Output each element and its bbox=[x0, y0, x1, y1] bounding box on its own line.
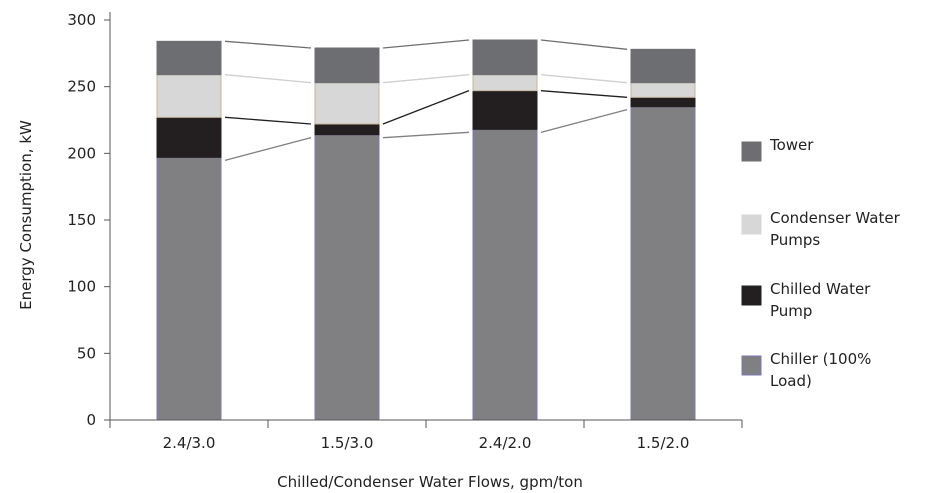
legend: Tower Condenser Water Pumps Chilled Water Pu… bbox=[741, 136, 901, 390]
segment-connector-line bbox=[382, 90, 470, 125]
y-axis-ticks: 0 50 100 150 200 250 300 bbox=[67, 11, 110, 429]
bars-group bbox=[156, 39, 696, 421]
y-tick-label: 250 bbox=[67, 78, 96, 96]
bar-segment-tower bbox=[472, 39, 538, 76]
bar-segment-condenser-water-pumps bbox=[156, 74, 222, 118]
bar-segment-chiller-100-load bbox=[314, 134, 380, 421]
x-tick-label: 2.4/2.0 bbox=[479, 434, 532, 452]
legend-label: Chiller (100% Load) bbox=[770, 350, 871, 390]
bar-segment-chiller-100-load bbox=[472, 128, 538, 421]
segment-connector-line bbox=[382, 39, 470, 49]
segment-connector-line bbox=[224, 74, 312, 84]
segment-connector-line bbox=[382, 131, 470, 139]
x-axis-ticks: 2.4/3.0 1.5/3.0 2.4/2.0 1.5/2.0 bbox=[109, 420, 743, 452]
segment-connector-line bbox=[540, 109, 628, 133]
segment-connector-line bbox=[540, 90, 628, 98]
bar-segment-chilled-water-pump bbox=[156, 116, 222, 158]
bar-segment-chilled-water-pump bbox=[314, 123, 380, 136]
segment-connector-line bbox=[540, 39, 628, 50]
y-tick-label: 50 bbox=[77, 344, 96, 362]
segment-connector-line bbox=[382, 74, 470, 84]
x-tick-label: 1.5/2.0 bbox=[637, 434, 690, 452]
bar-segment-condenser-water-pumps bbox=[314, 82, 380, 125]
legend-swatch bbox=[741, 214, 762, 235]
segment-connector-line bbox=[224, 116, 312, 125]
legend-label: Condenser Water Pumps bbox=[770, 209, 901, 249]
segment-connector-line bbox=[224, 40, 312, 49]
bar-segment-condenser-water-pumps bbox=[630, 82, 696, 98]
x-tick-label: 1.5/3.0 bbox=[321, 434, 374, 452]
bar-segment-chilled-water-pump bbox=[630, 96, 696, 108]
x-tick-label: 2.4/3.0 bbox=[163, 434, 216, 452]
legend-swatch bbox=[741, 355, 762, 376]
y-tick-label: 300 bbox=[67, 11, 96, 29]
bar-segment-tower bbox=[314, 47, 380, 84]
y-tick-label: 0 bbox=[86, 411, 96, 429]
segment-connector-lines bbox=[224, 39, 628, 161]
bar-segment-chiller-100-load bbox=[156, 156, 222, 421]
bar-segment-chilled-water-pump bbox=[472, 90, 538, 130]
segment-connector-line bbox=[224, 137, 312, 161]
bar-segment-tower bbox=[630, 48, 696, 84]
y-tick-label: 200 bbox=[67, 144, 96, 162]
legend-label: Tower bbox=[769, 136, 814, 154]
bar-segment-chiller-100-load bbox=[630, 106, 696, 421]
y-tick-label: 150 bbox=[67, 211, 96, 229]
x-axis-title: Chilled/Condenser Water Flows, gpm/ton bbox=[277, 473, 583, 491]
bar-segment-condenser-water-pumps bbox=[472, 74, 538, 92]
legend-swatch bbox=[741, 141, 762, 162]
legend-label: Chilled Water Pump bbox=[770, 280, 871, 320]
bar-segment-tower bbox=[156, 40, 222, 76]
segment-connector-line bbox=[540, 74, 628, 84]
y-tick-label: 100 bbox=[67, 278, 96, 296]
y-axis-title: Energy Consumption, kW bbox=[17, 120, 35, 310]
legend-swatch bbox=[741, 285, 762, 306]
